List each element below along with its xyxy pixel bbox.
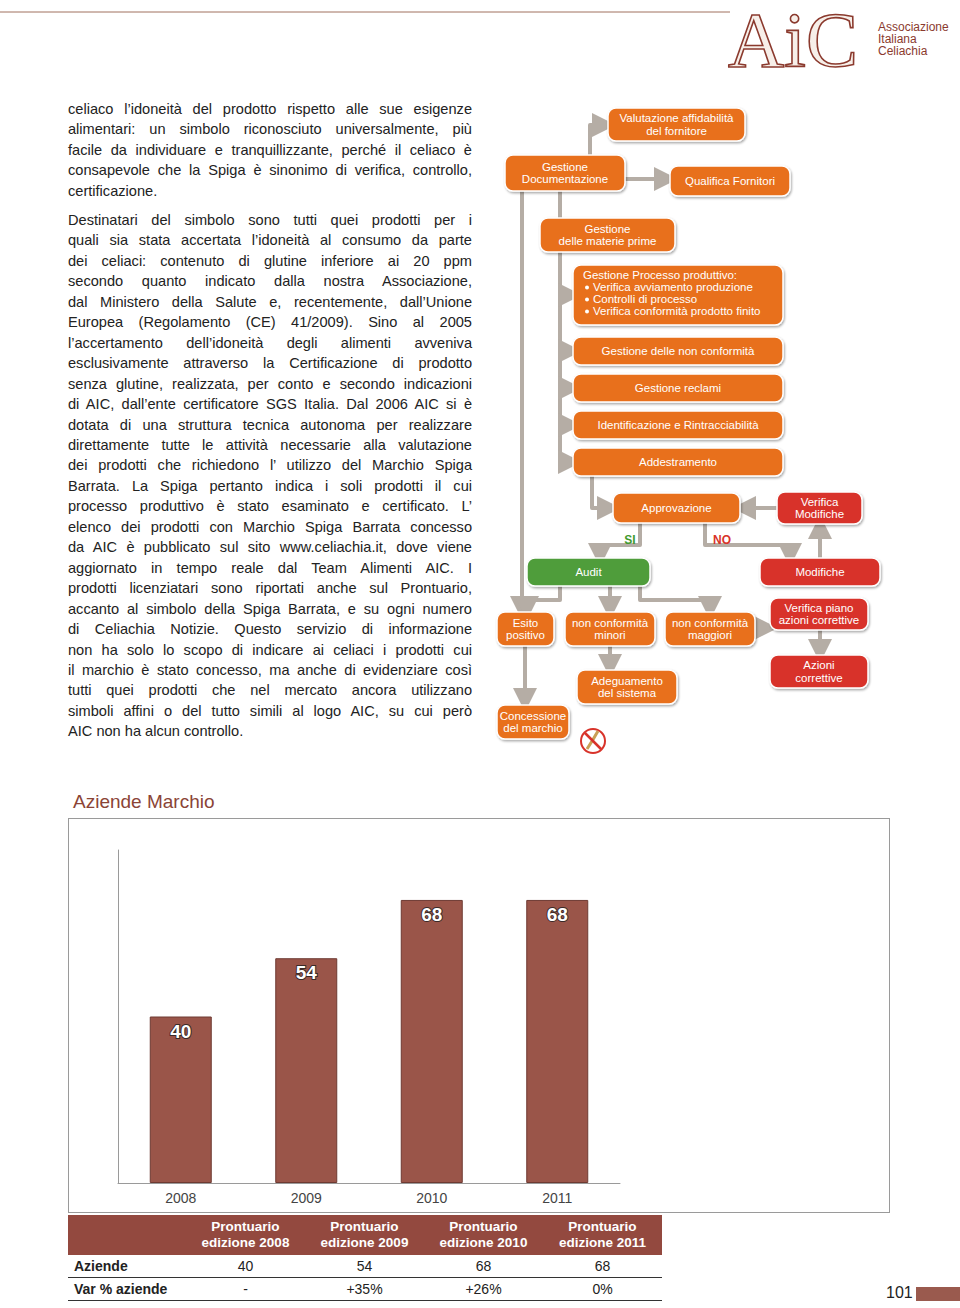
html-text:AIC non ha alcun controllo.: AIC non ha alcun controllo. (68, 723, 244, 740)
html-text:celiaco l’idoneità del prodott: celiaco l’idoneità del prodotto rispetto… (68, 101, 472, 117)
html-text:l’accertamento dell’idoneità d: l’accertamento dell’idoneità degli alime… (68, 334, 472, 351)
html-text:edizione 2008: edizione 2008 (201, 1235, 290, 1250)
svg-text:del fornitore: del fornitore (646, 125, 707, 137)
html-text:dal Ministero della Salute e,: dal Ministero della Salute e, recentemen… (68, 293, 472, 310)
svg-text:NO: NO (713, 533, 731, 547)
svg-text:AiC: AiC (728, 0, 858, 83)
svg-text:Audit: Audit (575, 566, 602, 578)
svg-text:SI: SI (624, 533, 635, 547)
svg-text:minori: minori (594, 629, 625, 641)
svg-text:Qualifica Fornitori: Qualifica Fornitori (685, 175, 775, 187)
svg-text:delle materie prime: delle materie prime (559, 235, 657, 247)
html-text:edizione 2011: edizione 2011 (559, 1235, 646, 1250)
html-text:0%: 0% (592, 1281, 613, 1297)
html-text:+35%: +35% (346, 1281, 383, 1297)
svg-text:Azioni: Azioni (803, 659, 834, 671)
html-text:elenco dei prodotti con Marchi: elenco dei prodotti con Marchio Spiga Ba… (68, 518, 472, 535)
html-text:Var % aziende: Var % aziende (74, 1281, 168, 1297)
svg-text:non conformità: non conformità (572, 617, 649, 629)
svg-text:azioni correttive: azioni correttive (779, 614, 860, 626)
html-text:secondo quanto indicato dalla: secondo quanto indicato dalla nostra Ass… (68, 273, 472, 290)
svg-text:Gestione: Gestione (584, 223, 630, 235)
html-text:Prontuario: Prontuario (211, 1219, 280, 1234)
html-text:Barrata. La Spiga pertanto ind: Barrata. La Spiga pertanto indica i soli… (68, 477, 472, 494)
svg-text:Associazione: Associazione (878, 20, 949, 34)
svg-text:2010: 2010 (416, 1190, 447, 1206)
svg-text:54: 54 (296, 962, 318, 983)
html-text:Aziende: Aziende (74, 1258, 128, 1274)
svg-text:40: 40 (170, 1021, 191, 1042)
svg-text:correttive: correttive (795, 672, 842, 684)
svg-text:Verifica piano: Verifica piano (784, 602, 853, 614)
svg-text:Identificazione e Rintracciabi: Identificazione e Rintracciabilità (597, 419, 759, 431)
svg-text:Valutazione affidabilità: Valutazione affidabilità (619, 112, 734, 124)
svg-text:Gestione Processo produttivo:: Gestione Processo produttivo: (583, 269, 737, 281)
svg-text:maggiori: maggiori (688, 629, 732, 641)
html-text:senza glutine, realizzata, per: senza glutine, realizzata, per conto e s… (68, 375, 472, 392)
svg-text:Modifiche: Modifiche (795, 508, 844, 520)
html-text:simboli affini o del tutto sim: simboli affini o del tutto simili al log… (68, 702, 472, 719)
svg-text:68: 68 (421, 904, 442, 925)
svg-text:Adeguamento: Adeguamento (591, 675, 663, 687)
svg-text:Verifica: Verifica (801, 496, 839, 508)
html-text:Europea (Regolamento (CE) 41/2: Europea (Regolamento (CE) 41/2009). Sino… (68, 314, 472, 331)
svg-text:Verifica conformità prodotto f: Verifica conformità prodotto finito (593, 305, 760, 317)
html-text:prodotti licenziatari sono rip: prodotti licenziatari sono riportati anc… (68, 580, 472, 597)
svg-text:Controlli di processo: Controlli di processo (593, 293, 697, 305)
html-text:esclusivamente attraverso la C: esclusivamente attraverso la Certificazi… (68, 355, 472, 372)
html-text:certificazione.: certificazione. (68, 182, 158, 199)
html-text:alimentari: un simbolo riconos: alimentari: un simbolo riconosciuto univ… (68, 121, 472, 138)
html-text:di AIC, dall’ente certificator: di AIC, dall’ente certificatore SGS Ital… (68, 396, 472, 413)
html-text:Prontuario: Prontuario (330, 1219, 399, 1234)
html-text:aggiornato in tempo reale dal: aggiornato in tempo reale dal Team Alime… (68, 559, 472, 576)
html-text:Destinatari del simbolo sono t: Destinatari del simbolo sono tutti quei … (68, 212, 472, 228)
svg-text:Addestramento: Addestramento (639, 456, 717, 468)
html-text:direttamente tutte le attività: direttamente tutte le attività necessari… (68, 437, 472, 453)
svg-text:Esito: Esito (513, 617, 539, 629)
svg-text:2011: 2011 (542, 1190, 572, 1206)
svg-text:Italiana: Italiana (878, 32, 917, 46)
svg-text:positivo: positivo (506, 629, 545, 641)
html-text:da AIC è pubblicato sul sito w: da AIC è pubblicato sul sito www.celiach… (68, 539, 472, 556)
html-text:facile da individuare e tranqu: facile da individuare e tranquillizzante… (68, 141, 472, 158)
html-text:consapevole che la Spiga è sin: consapevole che la Spiga è sinonimo di v… (68, 162, 472, 179)
html-text:dei prodotti che richiedono l’: dei prodotti che richiedono l’ utilizzo … (68, 457, 472, 474)
html-text:68: 68 (475, 1258, 492, 1274)
html-text:quali sia stata accertata l’id: quali sia stata accertata l’idoneità al … (68, 232, 472, 249)
html-text:accanto al simbolo della Spiga: accanto al simbolo della Spiga Barrata, … (68, 600, 472, 617)
svg-text:68: 68 (547, 904, 568, 925)
svg-text:Celiachia: Celiachia (878, 44, 928, 58)
svg-text:non conformità: non conformità (672, 617, 749, 629)
html-text:processo produttivo è stato es: processo produttivo è stato esaminato e … (68, 498, 472, 515)
html-text:edizione 2009: edizione 2009 (320, 1235, 409, 1250)
html-text:40: 40 (237, 1258, 254, 1274)
svg-text:Approvazione: Approvazione (641, 502, 711, 514)
html-text:Prontuario: Prontuario (449, 1219, 518, 1234)
html-text:non ha solo lo scopo di indica: non ha solo lo scopo di indicare ai celi… (68, 641, 472, 658)
html-text:54: 54 (356, 1258, 373, 1274)
html-text:di Celiachia Notizie. Questo s: di Celiachia Notizie. Questo servizio di… (68, 621, 472, 638)
svg-text:Gestione reclami: Gestione reclami (635, 382, 721, 394)
html-text:+26%: +26% (465, 1281, 502, 1297)
html-text:101: 101 (886, 1284, 913, 1301)
svg-text:2009: 2009 (291, 1190, 322, 1206)
svg-text:del sistema: del sistema (598, 687, 657, 699)
svg-text:Modifiche: Modifiche (795, 566, 844, 578)
svg-text:Gestione delle non conformità: Gestione delle non conformità (602, 345, 755, 357)
html-text:dei celiaci: contenuto di glut: dei celiaci: contenuto di glutine inferi… (68, 252, 472, 269)
html-text:dotata di una struttura tecnic: dotata di una struttura tecnica autonoma… (68, 416, 472, 433)
html-text:tutti quei prodotti che nel me: tutti quei prodotti che nel mercato anco… (68, 682, 472, 699)
svg-text:del marchio: del marchio (503, 722, 562, 734)
svg-text:2008: 2008 (165, 1190, 196, 1206)
svg-text:Documentazione: Documentazione (522, 173, 608, 185)
html-text:68: 68 (594, 1258, 611, 1274)
html-text:edizione 2010: edizione 2010 (439, 1235, 528, 1250)
svg-text:Gestione: Gestione (542, 161, 588, 173)
svg-text:Verifica avviamento produzione: Verifica avviamento produzione (593, 281, 753, 293)
svg-text:Concessione: Concessione (500, 710, 566, 722)
html-text:Prontuario: Prontuario (568, 1219, 637, 1234)
html-text:il marchio è stato concesso, m: il marchio è stato concesso, ma anche di… (68, 662, 472, 678)
svg-text:Aziende Marchio: Aziende Marchio (73, 791, 215, 812)
